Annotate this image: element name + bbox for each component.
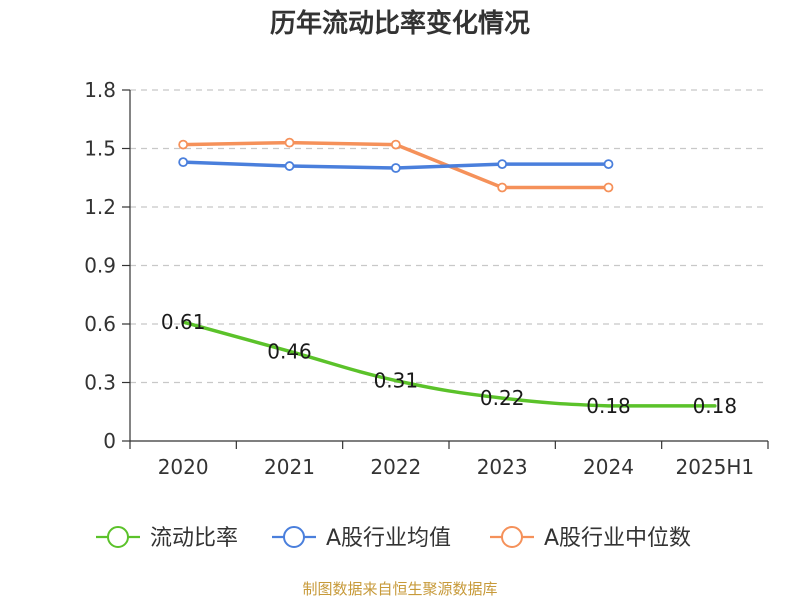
series-point-2	[497, 182, 508, 193]
chart-title: 历年流动比率变化情况	[270, 8, 530, 39]
x-tick-label: 2023	[477, 455, 528, 479]
legend-marker	[501, 526, 523, 548]
series-point-1	[284, 161, 295, 171]
legend: 流动比率 A股行业均值 A股行业中位数	[96, 526, 691, 551]
series-point-2	[603, 182, 614, 193]
y-tick-label: 0.9	[84, 254, 116, 278]
y-tick-label: 0.3	[84, 371, 116, 395]
gridlines	[130, 89, 768, 384]
series-point-2	[284, 137, 295, 148]
y-tick-label: 1.5	[84, 137, 116, 161]
x-tick-label: 2021	[264, 455, 315, 479]
y-tick-label: 1.8	[84, 78, 116, 102]
data-label: 0.18	[693, 394, 738, 418]
data-label: 0.18	[586, 394, 631, 418]
series-point-2	[390, 139, 401, 150]
y-tick-label: 1.2	[84, 195, 116, 219]
y-tick-label: 0	[103, 429, 116, 453]
x-tick-label: 2022	[370, 455, 421, 479]
series-point-1	[178, 157, 189, 168]
x-tick-label: 2020	[158, 455, 209, 479]
source-note: 制图数据来自恒生聚源数据库	[302, 580, 497, 598]
legend-label: A股行业中位数	[544, 526, 691, 551]
legend-label: A股行业均值	[326, 526, 451, 551]
series-point-1	[497, 159, 508, 170]
legend-marker	[107, 526, 129, 548]
series-point-1	[390, 163, 401, 173]
series-point-2	[178, 139, 189, 150]
legend-label: 流动比率	[150, 526, 238, 551]
series-lines	[178, 137, 717, 408]
series-point-1	[603, 159, 614, 170]
data-label: 0.22	[480, 386, 525, 410]
y-tick-label: 0.6	[84, 312, 116, 336]
legend-marker	[283, 526, 305, 548]
axes: 0 0.3 0.6 0.9 1.2 1.5 1.8 2020 2021 2022 2023 2024 2…	[84, 78, 769, 479]
data-labels: 0.61 0.46 0.31 0.22 0.18 0.18	[161, 310, 737, 418]
series-line-0	[181, 320, 717, 408]
data-label: 0.31	[374, 369, 419, 393]
x-tick-label: 2025H1	[675, 455, 754, 479]
x-tick-label: 2024	[583, 455, 634, 479]
data-label: 0.46	[267, 339, 312, 363]
data-label: 0.61	[161, 310, 206, 334]
